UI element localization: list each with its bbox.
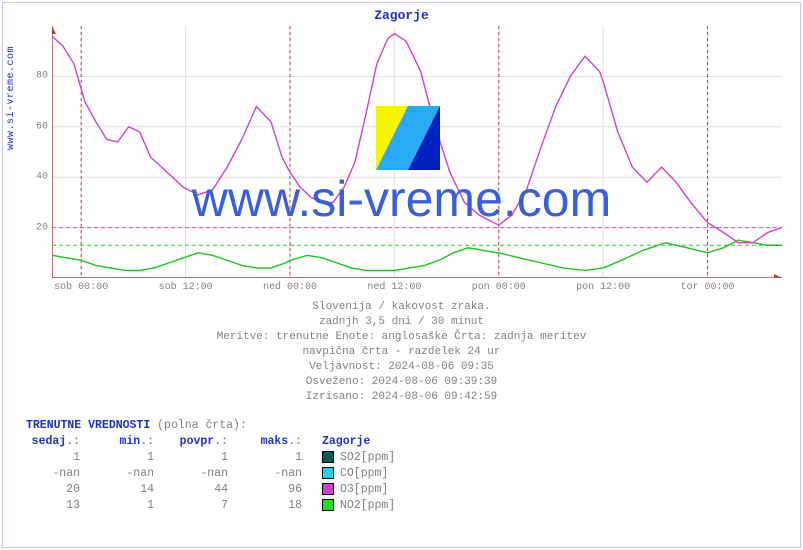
cell-value: 1 bbox=[174, 450, 228, 466]
colon: .: bbox=[66, 435, 80, 448]
cell-value: -nan bbox=[26, 466, 80, 482]
col-max: maks bbox=[261, 435, 289, 448]
colon: .: bbox=[288, 435, 302, 448]
col-min: min bbox=[119, 435, 140, 448]
series-label: O3[ppm] bbox=[340, 482, 388, 498]
cell-value: 1 bbox=[100, 498, 154, 514]
cell-value: 7 bbox=[174, 498, 228, 514]
x-tick-label: pon 00:00 bbox=[472, 282, 526, 293]
y-tick-label: 60 bbox=[30, 121, 48, 132]
series-swatch bbox=[322, 483, 334, 495]
subtitle-block: Slovenija / kakovost zraka. zadnjh 3,5 d… bbox=[0, 300, 803, 405]
x-tick-label: sob 00:00 bbox=[54, 282, 108, 293]
watermark-logo bbox=[376, 106, 440, 170]
x-tick-label: tor 00:00 bbox=[681, 282, 735, 293]
table-heading-rest: (polna črta): bbox=[150, 419, 247, 432]
location-header: Zagorje bbox=[322, 434, 370, 450]
x-tick-label: sob 12:00 bbox=[159, 282, 213, 293]
col-avg: povpr bbox=[180, 435, 215, 448]
cell-value: -nan bbox=[100, 466, 154, 482]
subtitle-line: navpična črta - razdelek 24 ur bbox=[0, 345, 803, 360]
cell-value: 1 bbox=[26, 450, 80, 466]
cell-value: 14 bbox=[100, 482, 154, 498]
cell-value: -nan bbox=[248, 466, 302, 482]
colon: .: bbox=[214, 435, 228, 448]
colon: .: bbox=[140, 435, 154, 448]
cell-value: 18 bbox=[248, 498, 302, 514]
x-tick-label: ned 00:00 bbox=[263, 282, 317, 293]
y-tick-label: 80 bbox=[30, 71, 48, 82]
cell-value: -nan bbox=[174, 466, 228, 482]
cell-value: 20 bbox=[26, 482, 80, 498]
subtitle-line: Izrisano: 2024-08-06 09:42:59 bbox=[0, 390, 803, 405]
cell-value: 44 bbox=[174, 482, 228, 498]
subtitle-line: Veljavnost: 2024-08-06 09:35 bbox=[0, 360, 803, 375]
subtitle-line: Slovenija / kakovost zraka. bbox=[0, 300, 803, 315]
y-tick-label: 20 bbox=[30, 222, 48, 233]
x-tick-label: pon 12:00 bbox=[576, 282, 630, 293]
x-tick-label: ned 12:00 bbox=[367, 282, 421, 293]
cell-value: 1 bbox=[100, 450, 154, 466]
series-swatch bbox=[322, 467, 334, 479]
series-label: CO[ppm] bbox=[340, 466, 388, 482]
series-swatch bbox=[322, 499, 334, 511]
col-now: sedaj bbox=[32, 435, 67, 448]
cell-value: 1 bbox=[248, 450, 302, 466]
subtitle-line: Meritve: trenutne Enote: anglosaške Črta… bbox=[0, 330, 803, 345]
subtitle-line: zadnjh 3,5 dni / 30 minut bbox=[0, 315, 803, 330]
chart-title: Zagorje bbox=[0, 8, 803, 23]
site-label: www.si-vreme.com bbox=[6, 46, 17, 150]
series-label: NO2[ppm] bbox=[340, 498, 395, 514]
subtitle-line: Osveženo: 2024-08-06 09:39:39 bbox=[0, 375, 803, 390]
series-label: SO2[ppm] bbox=[340, 450, 395, 466]
cell-value: 96 bbox=[248, 482, 302, 498]
series-swatch bbox=[322, 451, 334, 463]
cell-value: 13 bbox=[26, 498, 80, 514]
y-tick-label: 40 bbox=[30, 172, 48, 183]
table-heading: TRENUTNE VREDNOSTI bbox=[26, 419, 150, 432]
